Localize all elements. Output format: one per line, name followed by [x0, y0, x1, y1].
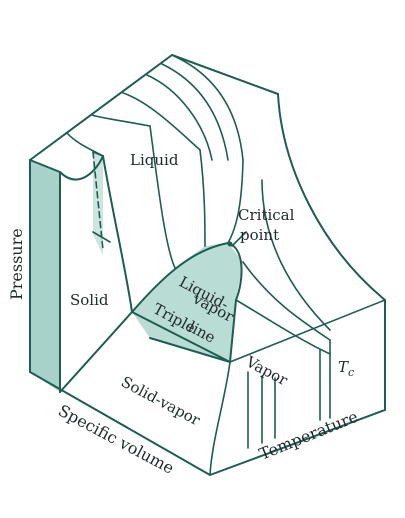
solid-liquid-boundary: [102, 155, 133, 313]
solid-vapor-front-edge: [149, 337, 231, 363]
left-face-top: [29, 159, 61, 173]
isotherm-line: [173, 55, 244, 161]
isotherm-line: [161, 63, 229, 161]
back-top-edge: [29, 54, 279, 161]
supercritical-isotherm: [261, 179, 331, 331]
critical-point-marker: [227, 241, 233, 247]
liquid-surface-isotherm: [149, 125, 176, 269]
vapor-front-edge: [229, 299, 386, 363]
vapor-isotherm: [242, 261, 331, 341]
solid-face-right-edge: [59, 155, 104, 181]
isotherm-line: [66, 132, 104, 157]
specific-volume-axis-label: Specific volume: [55, 401, 177, 478]
solid-label: Solid: [70, 291, 109, 309]
solid-vapor-label: Solid-vapor: [118, 373, 204, 430]
critical-point-label-line2: point: [240, 226, 279, 244]
critical-point-label-line1: Critical: [238, 206, 295, 224]
critical-temperature-label: Tc: [338, 358, 354, 379]
isotherm-line: [146, 74, 213, 161]
liquid-vapor-region-shading: [132, 243, 243, 362]
solid-boundary-line: [59, 311, 133, 393]
triple-line-edge: [131, 311, 231, 363]
liquid-surface-isotherm: [199, 149, 206, 247]
temperature-axis-label: Temperature: [256, 407, 360, 464]
critical-point-pointer: [231, 231, 247, 247]
solid-liquid-dashed-line: [92, 151, 104, 251]
isotherm-line: [122, 92, 201, 151]
liquid-label: Liquid: [130, 151, 179, 169]
isotherm-line: [91, 114, 151, 127]
pressure-axis-label: Pressure: [7, 228, 26, 300]
vapor-label: Vapor: [242, 352, 291, 390]
solid-vapor-isotherm: [209, 361, 231, 476]
solid-liquid-connector-low: [92, 231, 111, 243]
vapor-isotherm: [235, 299, 331, 355]
back-right-edge: [277, 93, 386, 301]
left-face-shading: [30, 160, 60, 392]
critical-isotherm: [227, 159, 244, 244]
